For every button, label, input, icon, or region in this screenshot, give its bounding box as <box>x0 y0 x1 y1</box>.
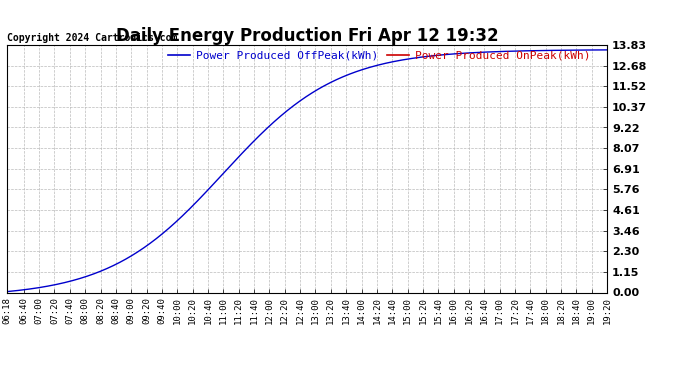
Title: Daily Energy Production Fri Apr 12 19:32: Daily Energy Production Fri Apr 12 19:32 <box>116 27 498 45</box>
Text: Copyright 2024 Cartronics.com: Copyright 2024 Cartronics.com <box>7 33 177 42</box>
Legend: Power Produced OffPeak(kWh), Power Produced OnPeak(kWh): Power Produced OffPeak(kWh), Power Produ… <box>168 51 590 60</box>
